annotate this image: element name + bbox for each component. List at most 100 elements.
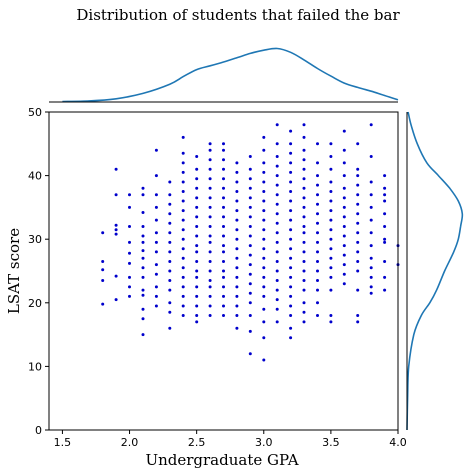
scatter-point bbox=[289, 151, 293, 155]
scatter-point bbox=[154, 205, 158, 209]
scatter-point bbox=[316, 301, 319, 305]
scatter-point bbox=[181, 237, 185, 241]
scatter-point bbox=[248, 329, 252, 333]
y-tick-label: 30 bbox=[28, 233, 42, 246]
scatter-point bbox=[329, 167, 333, 171]
scatter-point bbox=[275, 260, 279, 263]
scatter-point bbox=[208, 269, 212, 273]
scatter-point bbox=[114, 193, 118, 197]
scatter-point bbox=[181, 151, 185, 155]
scatter-point bbox=[181, 199, 185, 203]
scatter-point bbox=[195, 304, 199, 308]
scatter-point bbox=[369, 180, 373, 184]
scatter-point bbox=[154, 250, 158, 254]
scatter-point bbox=[356, 314, 360, 317]
scatter-point bbox=[275, 250, 279, 254]
scatter-point bbox=[181, 247, 185, 251]
scatter-point bbox=[235, 256, 239, 260]
scatter-point bbox=[289, 142, 293, 146]
scatter-point bbox=[275, 164, 279, 168]
scatter-point bbox=[141, 186, 145, 190]
scatter-point bbox=[248, 272, 252, 276]
scatter-point bbox=[168, 212, 172, 216]
scatter-point bbox=[356, 212, 360, 216]
scatter-point bbox=[356, 193, 360, 197]
scatter-point bbox=[101, 302, 105, 306]
scatter-point bbox=[316, 250, 319, 254]
scatter-point bbox=[356, 221, 360, 225]
scatter-point bbox=[329, 288, 333, 292]
scatter-point bbox=[141, 249, 145, 253]
scatter-point bbox=[168, 202, 172, 206]
scatter-point bbox=[141, 288, 145, 292]
scatter-point bbox=[141, 193, 145, 197]
scatter-point bbox=[208, 196, 212, 200]
scatter-point bbox=[262, 199, 266, 203]
scatter-point bbox=[262, 307, 266, 311]
scatter-point bbox=[195, 205, 199, 209]
scatter-point bbox=[195, 244, 199, 248]
scatter-point bbox=[289, 170, 293, 174]
scatter-point bbox=[208, 250, 212, 254]
scatter-point bbox=[222, 250, 225, 254]
scatter-point bbox=[181, 161, 185, 165]
scatter-point bbox=[329, 266, 333, 270]
scatter-point bbox=[289, 285, 293, 289]
scatter-point bbox=[329, 320, 333, 324]
scatter-point bbox=[302, 167, 306, 171]
scatter-point bbox=[302, 240, 306, 244]
scatter-point bbox=[316, 240, 319, 244]
scatter-point bbox=[383, 240, 387, 244]
scatter-point bbox=[101, 268, 105, 272]
y-tick-label: 50 bbox=[28, 106, 42, 119]
scatter-point bbox=[248, 205, 252, 209]
scatter-point bbox=[235, 294, 239, 298]
scatter-point bbox=[248, 234, 252, 238]
scatter-point bbox=[289, 326, 293, 330]
scatter-point bbox=[208, 240, 212, 244]
scatter-point bbox=[181, 228, 185, 232]
scatter-point bbox=[383, 260, 387, 263]
scatter-point bbox=[181, 314, 185, 317]
scatter-point bbox=[262, 148, 266, 152]
scatter-point bbox=[302, 158, 306, 162]
scatter-point bbox=[316, 314, 319, 317]
scatter-point bbox=[289, 304, 293, 308]
scatter-point bbox=[114, 228, 118, 232]
scatter-point bbox=[329, 209, 333, 213]
scatter-point bbox=[369, 218, 373, 222]
scatter-point bbox=[248, 253, 252, 257]
scatter-point bbox=[262, 180, 266, 184]
scatter-point bbox=[195, 294, 199, 298]
scatter-point bbox=[369, 244, 373, 248]
scatter-point bbox=[114, 298, 118, 302]
scatter-point bbox=[235, 228, 239, 232]
scatter-point bbox=[262, 237, 266, 241]
scatter-point bbox=[383, 199, 387, 203]
scatter-point bbox=[383, 225, 387, 228]
scatter-point bbox=[248, 186, 252, 190]
scatter-point bbox=[208, 167, 212, 171]
y-axis-ticks: 0 10 20 30 40 50 bbox=[28, 106, 49, 437]
x-tick-label: 4.0 bbox=[389, 436, 407, 449]
scatter-point bbox=[235, 247, 239, 251]
scatter-point bbox=[168, 279, 172, 282]
scatter-point bbox=[262, 358, 266, 362]
scatter-point bbox=[316, 174, 319, 178]
scatter-point bbox=[248, 177, 252, 181]
scatter-point bbox=[275, 320, 279, 324]
scatter-point bbox=[262, 320, 266, 324]
scatter-point bbox=[262, 190, 266, 193]
scatter-point bbox=[342, 205, 346, 209]
scatter-point bbox=[181, 180, 185, 184]
scatter-point bbox=[101, 260, 105, 263]
scatter-point bbox=[289, 199, 293, 203]
chart-title: Distribution of students that failed the… bbox=[76, 6, 400, 24]
scatter-point bbox=[289, 209, 293, 213]
scatter-point bbox=[168, 193, 172, 197]
scatter-point bbox=[383, 212, 387, 216]
scatter-point bbox=[383, 186, 387, 190]
scatter-point bbox=[262, 135, 266, 139]
scatter-point bbox=[154, 193, 158, 197]
scatter-point bbox=[356, 202, 360, 206]
